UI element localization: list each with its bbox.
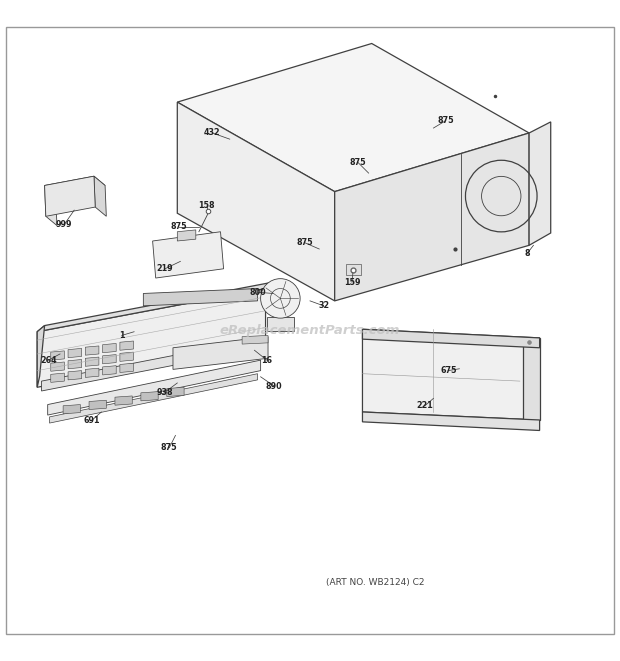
Polygon shape xyxy=(37,282,272,332)
Polygon shape xyxy=(37,326,45,387)
Text: 432: 432 xyxy=(204,128,221,137)
Polygon shape xyxy=(103,354,116,364)
Polygon shape xyxy=(51,373,64,382)
Text: 875: 875 xyxy=(171,222,187,231)
Polygon shape xyxy=(143,289,257,306)
Polygon shape xyxy=(141,391,158,401)
Polygon shape xyxy=(63,405,81,414)
Polygon shape xyxy=(363,329,539,420)
Polygon shape xyxy=(51,362,64,371)
Circle shape xyxy=(260,279,300,318)
Polygon shape xyxy=(335,133,529,301)
Text: 890: 890 xyxy=(266,381,283,391)
Polygon shape xyxy=(37,289,265,387)
Polygon shape xyxy=(153,232,224,278)
Polygon shape xyxy=(363,329,539,348)
Text: 1: 1 xyxy=(119,331,125,340)
Polygon shape xyxy=(68,371,82,380)
Text: (ART NO. WB2124) C2: (ART NO. WB2124) C2 xyxy=(326,578,424,587)
Polygon shape xyxy=(177,44,529,192)
Polygon shape xyxy=(94,176,106,216)
Text: 158: 158 xyxy=(198,202,215,210)
Polygon shape xyxy=(89,401,106,410)
Text: 264: 264 xyxy=(40,356,56,365)
Polygon shape xyxy=(42,338,264,391)
Polygon shape xyxy=(115,396,132,405)
Polygon shape xyxy=(346,264,361,275)
Text: 219: 219 xyxy=(157,264,173,273)
Text: 675: 675 xyxy=(440,366,456,375)
Polygon shape xyxy=(50,373,257,423)
Polygon shape xyxy=(45,176,105,195)
Polygon shape xyxy=(86,368,99,377)
Polygon shape xyxy=(523,338,539,420)
Text: 159: 159 xyxy=(343,278,360,287)
Polygon shape xyxy=(529,122,551,245)
Polygon shape xyxy=(45,186,57,225)
Text: 875: 875 xyxy=(161,444,177,452)
Text: 938: 938 xyxy=(157,388,173,397)
Polygon shape xyxy=(86,357,99,366)
Polygon shape xyxy=(68,348,82,358)
Polygon shape xyxy=(103,344,116,353)
Polygon shape xyxy=(173,336,268,369)
Text: 875: 875 xyxy=(438,116,454,125)
Polygon shape xyxy=(267,317,294,330)
Text: 32: 32 xyxy=(318,301,329,310)
Text: 800: 800 xyxy=(249,288,266,297)
Text: 16: 16 xyxy=(261,356,272,365)
Text: 8: 8 xyxy=(525,249,530,258)
Polygon shape xyxy=(120,363,133,372)
Polygon shape xyxy=(177,230,196,241)
Polygon shape xyxy=(120,341,133,350)
Polygon shape xyxy=(103,366,116,375)
Text: 875: 875 xyxy=(350,158,366,167)
Polygon shape xyxy=(177,102,335,301)
Polygon shape xyxy=(120,352,133,362)
Polygon shape xyxy=(363,412,539,430)
Text: eReplacementParts.com: eReplacementParts.com xyxy=(220,324,400,337)
Text: 999: 999 xyxy=(56,220,73,229)
Polygon shape xyxy=(45,176,95,216)
Polygon shape xyxy=(86,346,99,355)
Polygon shape xyxy=(242,335,268,344)
Polygon shape xyxy=(48,360,260,415)
Polygon shape xyxy=(167,387,184,397)
Text: 875: 875 xyxy=(297,239,313,247)
Polygon shape xyxy=(51,351,64,360)
Polygon shape xyxy=(68,360,82,369)
Text: 691: 691 xyxy=(83,416,100,425)
Text: 221: 221 xyxy=(417,401,433,410)
